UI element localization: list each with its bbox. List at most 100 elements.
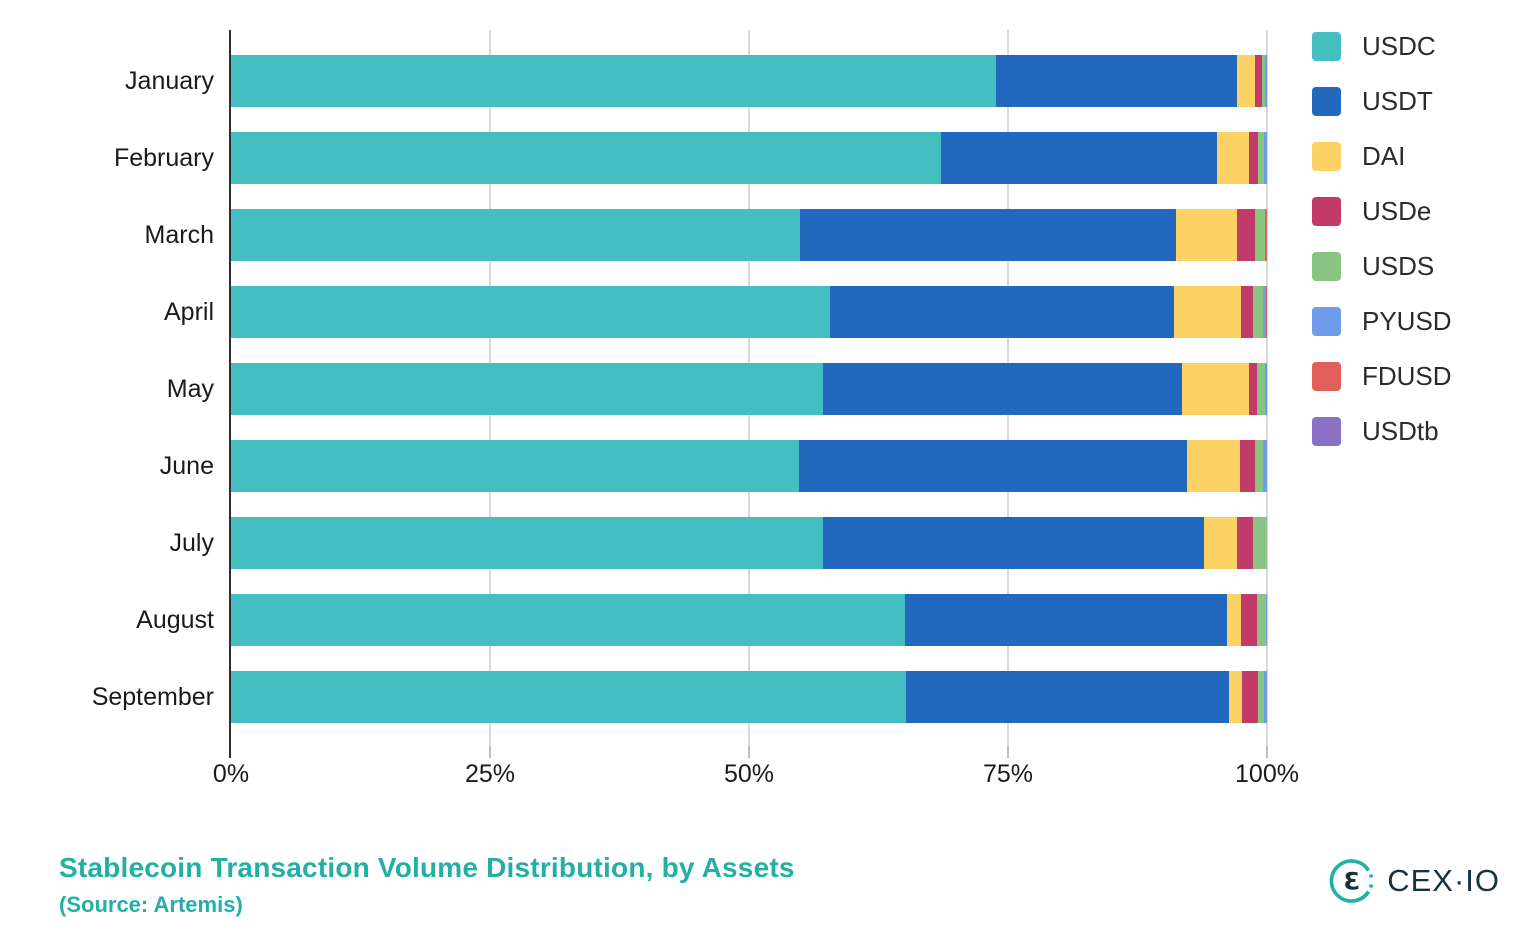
month-label-february: February <box>113 144 214 172</box>
legend-label-usdc: USDC <box>1362 31 1436 61</box>
tick-label-0: 0% <box>212 760 250 788</box>
bar-june <box>231 440 1267 492</box>
legend-swatch-usdt <box>1312 87 1341 116</box>
segment-usdt-january <box>995 55 1237 107</box>
tick-mark-25 <box>489 746 491 758</box>
month-label-june: June <box>159 452 214 480</box>
segment-pyusd-may <box>1264 363 1267 415</box>
legend-item-usdtb: USDtb <box>1312 415 1452 448</box>
segment-pyusd-june <box>1262 440 1267 492</box>
segment-usde-september <box>1242 671 1258 723</box>
legend-swatch-dai <box>1312 142 1341 171</box>
legend: USDC USDT DAI USDe USDS PYUSD FDUSD USDtb <box>1312 30 1452 470</box>
svg-text:Ɛ: Ɛ <box>1344 868 1361 896</box>
month-label-august: August <box>136 606 214 634</box>
segment-fdusd-april <box>1265 286 1267 338</box>
month-label-january: January <box>125 67 214 95</box>
cexio-logo-text: CEX·IO <box>1387 863 1500 898</box>
bar-april <box>231 286 1267 338</box>
segment-usdc-january <box>231 55 996 107</box>
legend-swatch-usde <box>1312 197 1341 226</box>
segment-dai-september <box>1228 671 1243 723</box>
segment-usdt-september <box>906 671 1229 723</box>
segment-usds-august <box>1256 594 1266 646</box>
legend-label-usdt: USDT <box>1362 86 1433 116</box>
bar-august <box>231 594 1267 646</box>
segment-dai-february <box>1217 132 1250 184</box>
legend-label-usds: USDS <box>1362 251 1435 281</box>
segment-usdt-february <box>940 132 1218 184</box>
cexio-logo: Ɛ CEX·IO <box>1329 858 1500 904</box>
segment-usdt-april <box>829 286 1174 338</box>
segment-usdt-may <box>822 363 1183 415</box>
chart-title: Stablecoin Transaction Volume Distributi… <box>59 852 795 883</box>
legend-swatch-fdusd <box>1312 362 1341 391</box>
legend-item-fdusd: FDUSD <box>1312 360 1452 393</box>
tick-mark-100 <box>1266 746 1268 758</box>
segment-usds-march <box>1254 209 1265 261</box>
bar-july <box>231 517 1267 569</box>
segment-usde-january <box>1254 55 1262 107</box>
cexio-logo-mark-icon: Ɛ <box>1329 859 1374 903</box>
segment-usdc-july <box>231 517 823 569</box>
segment-usdc-september <box>231 671 907 723</box>
tick-label-25: 25% <box>464 760 516 788</box>
segment-fdusd-march <box>1264 209 1267 261</box>
segment-usdc-may <box>231 363 823 415</box>
legend-item-usde: USDe <box>1312 195 1452 228</box>
segment-usdt-june <box>798 440 1188 492</box>
segment-pyusd-august <box>1265 594 1267 646</box>
legend-item-dai: DAI <box>1312 140 1452 173</box>
segment-usds-february <box>1257 132 1264 184</box>
legend-label-pyusd: PYUSD <box>1362 306 1452 336</box>
segment-dai-june <box>1187 440 1241 492</box>
y-axis-line <box>229 30 231 758</box>
legend-item-usdc: USDC <box>1312 30 1452 63</box>
segment-usds-may <box>1256 363 1265 415</box>
segment-dai-march <box>1175 209 1237 261</box>
segment-usde-august <box>1241 594 1257 646</box>
segment-usdc-august <box>231 594 906 646</box>
segment-usde-march <box>1236 209 1255 261</box>
segment-usds-june <box>1254 440 1263 492</box>
segment-usdc-march <box>231 209 800 261</box>
segment-usdt-march <box>799 209 1176 261</box>
segment-usdc-april <box>231 286 830 338</box>
tick-label-100: 100% <box>1235 760 1299 788</box>
segment-dai-july <box>1203 517 1237 569</box>
legend-label-fdusd: FDUSD <box>1362 361 1452 391</box>
legend-label-usde: USDe <box>1362 196 1432 226</box>
chart-source: (Source: Artemis) <box>59 892 243 917</box>
segment-usds-april <box>1253 286 1263 338</box>
month-label-march: March <box>144 221 214 249</box>
segment-usde-february <box>1249 132 1258 184</box>
tick-label-50: 50% <box>723 760 775 788</box>
legend-swatch-pyusd <box>1312 307 1341 336</box>
bar-january <box>231 55 1267 107</box>
tick-mark-75 <box>1007 746 1009 758</box>
segment-pyusd-january <box>1264 55 1267 107</box>
segment-usde-july <box>1236 517 1254 569</box>
segment-dai-april <box>1173 286 1242 338</box>
bar-may <box>231 363 1267 415</box>
segment-pyusd-september <box>1263 671 1267 723</box>
legend-swatch-usdtb <box>1312 417 1341 446</box>
legend-label-dai: DAI <box>1362 141 1406 171</box>
tick-label-75: 75% <box>982 760 1034 788</box>
bar-september <box>231 671 1267 723</box>
segment-usdc-june <box>231 440 799 492</box>
legend-item-usdt: USDT <box>1312 85 1452 118</box>
month-label-april: April <box>163 298 214 326</box>
segment-dai-may <box>1182 363 1250 415</box>
legend-item-usds: USDS <box>1312 250 1452 283</box>
segment-usds-january <box>1261 55 1265 107</box>
segment-dai-january <box>1236 55 1255 107</box>
segment-dai-august <box>1226 594 1242 646</box>
month-label-july: July <box>169 529 214 557</box>
legend-label-usdtb: USDtb <box>1362 416 1439 446</box>
segment-pyusd-february <box>1263 132 1267 184</box>
segment-usdt-july <box>822 517 1204 569</box>
segment-usdt-august <box>905 594 1227 646</box>
segment-usds-september <box>1257 671 1264 723</box>
segment-usde-april <box>1241 286 1254 338</box>
